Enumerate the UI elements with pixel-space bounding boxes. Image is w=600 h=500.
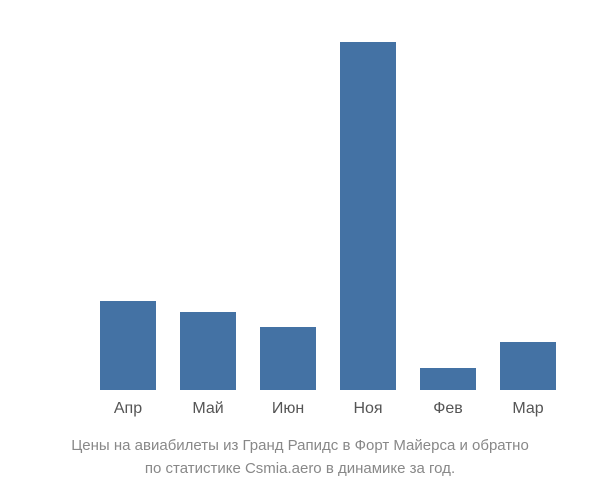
plot-area <box>90 20 580 390</box>
caption-line-1: Цены на авиабилеты из Гранд Рапидс в Фор… <box>0 435 600 458</box>
x-tick-label: Ноя <box>353 400 382 418</box>
bar <box>180 312 236 390</box>
bar <box>500 342 556 390</box>
bar <box>340 42 396 390</box>
x-tick-label: Мар <box>512 400 543 418</box>
bar <box>420 368 476 390</box>
x-tick-label: Июн <box>272 400 304 418</box>
bar <box>260 327 316 390</box>
x-tick-label: Апр <box>114 400 142 418</box>
bar <box>100 301 156 390</box>
x-tick-label: Май <box>192 400 223 418</box>
chart-caption: Цены на авиабилеты из Гранд Рапидс в Фор… <box>0 435 600 480</box>
caption-line-2: по статистике Csmia.aero в динамике за г… <box>0 458 600 481</box>
x-tick-label: Фев <box>433 400 463 418</box>
chart-container <box>90 20 580 390</box>
